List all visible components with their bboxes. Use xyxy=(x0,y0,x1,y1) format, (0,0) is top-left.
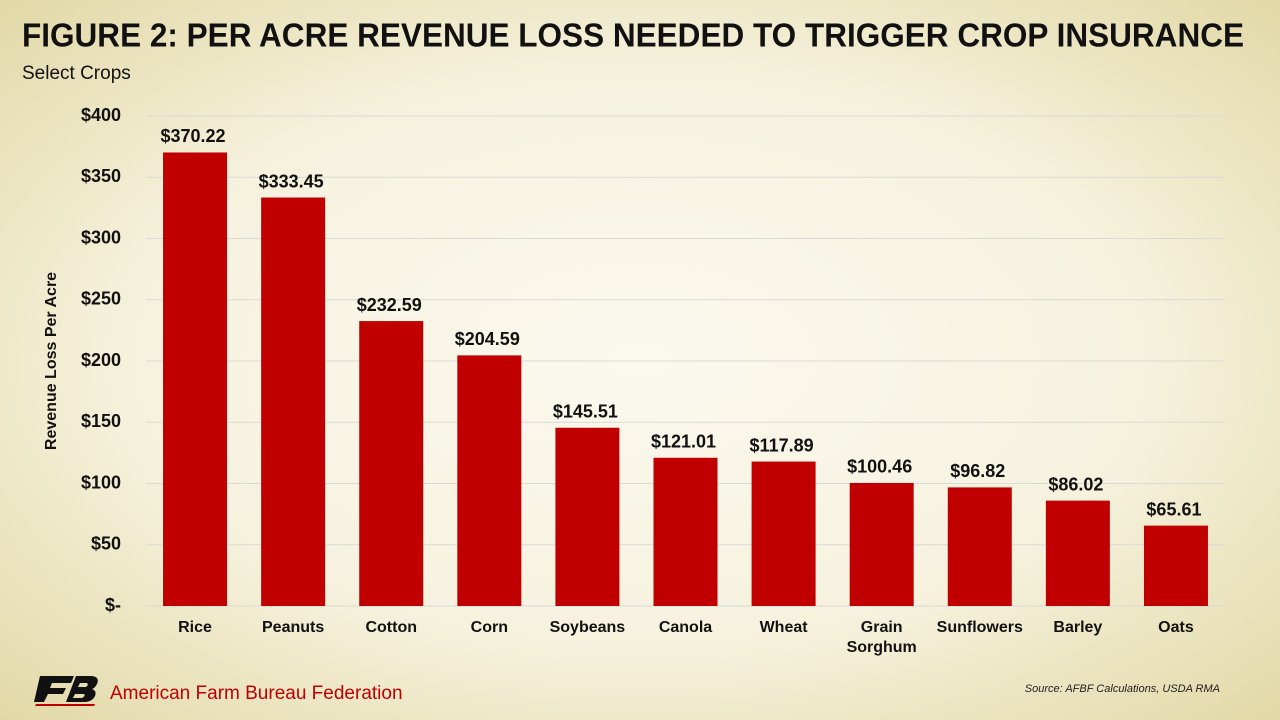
x-tick-label: Barley xyxy=(1053,619,1103,636)
value-label: $121.01 xyxy=(651,432,716,452)
bar xyxy=(261,197,326,606)
y-tick-label: $300 xyxy=(81,227,121,247)
y-tick-label: $400 xyxy=(81,105,121,125)
bar xyxy=(457,355,522,606)
bar xyxy=(1143,525,1208,606)
y-tick-label: $200 xyxy=(81,350,121,370)
bar xyxy=(849,482,914,606)
y-tick-label: $100 xyxy=(81,472,121,492)
x-tick-label: Wheat xyxy=(759,619,808,636)
y-axis-label: Revenue Loss Per Acre xyxy=(43,272,60,450)
x-tick-label: Rice xyxy=(178,619,212,636)
x-tick-label: Soybeans xyxy=(549,619,626,636)
chart-subtitle: Select Crops xyxy=(22,63,131,84)
value-label: $204.59 xyxy=(455,329,520,349)
bar xyxy=(947,487,1012,606)
value-label: $65.61 xyxy=(1146,499,1201,519)
x-tick-label: Cotton xyxy=(365,619,417,636)
value-label: $96.82 xyxy=(950,461,1005,481)
x-tick-label: Canola xyxy=(658,619,713,636)
value-label: $145.51 xyxy=(553,402,618,422)
x-tick-label: Peanuts xyxy=(262,619,325,636)
chart-title: FIGURE 2: PER ACRE REVENUE LOSS NEEDED T… xyxy=(22,17,1244,54)
x-tick-label: Oats xyxy=(1158,619,1194,636)
bar xyxy=(555,427,620,606)
bar xyxy=(653,457,718,606)
source-note: Source: AFBF Calculations, USDA RMA xyxy=(1025,683,1220,695)
x-tick-label: Sunflowers xyxy=(936,619,1023,636)
bar xyxy=(1045,500,1110,606)
x-tick-label: Corn xyxy=(470,619,508,636)
x-tick-label: Grain Sorghum xyxy=(846,619,917,656)
value-label: $117.89 xyxy=(750,435,814,455)
y-tick-label: $- xyxy=(105,595,121,615)
value-label: $232.59 xyxy=(357,295,422,315)
value-label: $86.02 xyxy=(1048,474,1103,494)
y-tick-label: $50 xyxy=(91,534,121,554)
organization-name: American Farm Bureau Federation xyxy=(110,683,403,704)
value-label: $370.22 xyxy=(161,126,226,146)
y-tick-label: $250 xyxy=(81,289,121,309)
logo xyxy=(34,676,98,706)
bar xyxy=(359,321,424,606)
y-tick-label: $150 xyxy=(81,411,121,431)
value-label: $100.46 xyxy=(847,457,912,477)
bar xyxy=(751,461,816,606)
bar xyxy=(163,152,228,606)
y-tick-label: $350 xyxy=(81,166,121,186)
value-label: $333.45 xyxy=(259,171,324,191)
